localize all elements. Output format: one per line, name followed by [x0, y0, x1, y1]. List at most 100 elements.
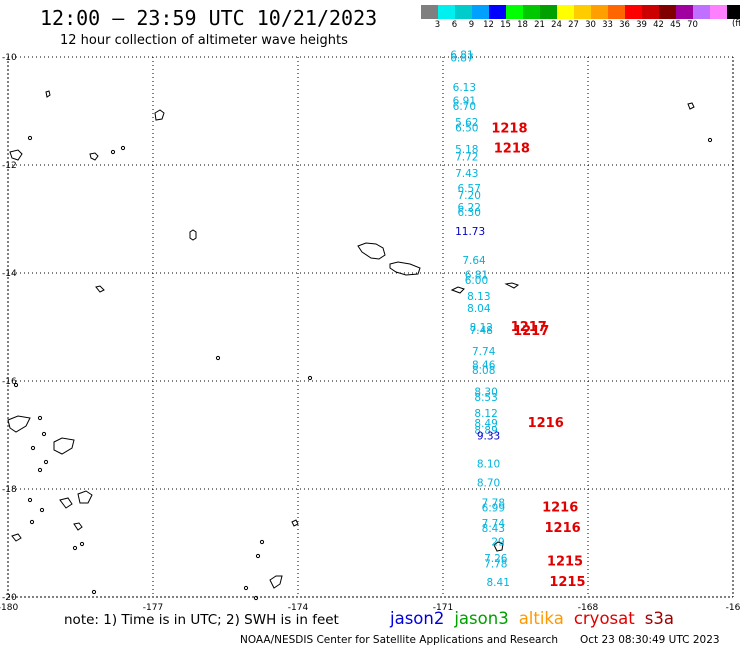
- y-tick-label: -16: [2, 377, 17, 387]
- island-dot: [253, 595, 259, 601]
- map-frame: [7, 56, 734, 598]
- y-tick-label: -18: [2, 485, 17, 495]
- page-title: 12:00 — 23:59 UTC 10/21/2023: [40, 6, 378, 30]
- legend-swatch: [608, 5, 625, 19]
- legend-label: 24: [551, 20, 562, 30]
- legend-label: 3: [434, 20, 441, 30]
- island-dot: [39, 507, 45, 513]
- wave-height-label: 8.41: [487, 577, 510, 589]
- island-outline: [189, 229, 197, 241]
- wave-height-label: 6.30: [458, 207, 481, 219]
- legend-swatch: [591, 5, 608, 19]
- wave-height-label: 8.70: [477, 477, 500, 489]
- island-outline: [59, 497, 73, 509]
- wave-height-label: 7.64: [462, 255, 486, 267]
- island-dot: [707, 137, 713, 143]
- wave-height-label: 7.48: [470, 325, 493, 337]
- island-dot: [91, 589, 97, 595]
- island-outline: [73, 522, 83, 531]
- legend-swatch: [625, 5, 642, 19]
- island-dot: [120, 145, 126, 151]
- wave-height-label: 6.57: [458, 183, 481, 195]
- cycle-number-label: 1215: [547, 555, 583, 570]
- legend-swatch: [421, 5, 438, 19]
- wave-height-label: 11.73: [455, 226, 485, 238]
- legend-swatch: [727, 5, 740, 19]
- wave-height-label: 6.91: [453, 96, 476, 108]
- island-outline: [7, 415, 31, 433]
- wave-height-label: 7.78: [484, 558, 507, 570]
- island-dot: [27, 497, 33, 503]
- legend-swatch: [438, 5, 455, 19]
- mission-jason3: jason3: [454, 609, 509, 628]
- island-outline: [11, 533, 22, 542]
- wave-height-label: 8.12: [474, 408, 497, 420]
- legend-label: 39: [636, 20, 647, 30]
- island-outline: [687, 102, 695, 110]
- legend-label: 6: [451, 20, 458, 30]
- island-outline: [95, 285, 105, 293]
- island-outline: [45, 90, 51, 98]
- wave-height-label: 5.62: [455, 117, 478, 129]
- island-outline: [504, 282, 520, 289]
- legend-labels: 3 6 9 12 15 18 21 24 27 30 33 36 39 42 45 70: [429, 19, 740, 31]
- island-outline: [53, 437, 75, 455]
- wave-height-label: 7.26: [484, 553, 508, 565]
- legend-swatch: [557, 5, 574, 19]
- wave-height-label: 7.72: [455, 152, 478, 164]
- footer-timestamp: Oct 23 08:30:49 UTC 2023: [580, 634, 720, 646]
- wave-height-label: 8.08: [472, 365, 495, 377]
- legend-swatch: [676, 5, 693, 19]
- legend-label: 42: [653, 20, 664, 30]
- island-outline: [77, 490, 93, 504]
- island-dot: [307, 375, 313, 381]
- wave-height-label: 6.99: [482, 503, 505, 515]
- wave-height-label: 29: [491, 537, 504, 549]
- legend-swatches: [421, 5, 740, 19]
- wave-height-label: 6.81: [465, 269, 488, 281]
- island-dot: [215, 355, 221, 361]
- legend-swatch: [710, 5, 727, 19]
- legend-label: 21: [534, 20, 545, 30]
- mission-altika: altika: [518, 609, 564, 628]
- island-dot: [27, 135, 33, 141]
- island-dot: [29, 519, 35, 525]
- cycle-number-label: 1218: [491, 122, 527, 137]
- legend-swatch: [489, 5, 506, 19]
- island-outline: [154, 109, 165, 121]
- island-dot: [43, 459, 49, 465]
- wave-height-label: 8.46: [472, 360, 496, 372]
- legend-label: 30: [585, 20, 596, 30]
- wave-height-label: 6.22: [458, 202, 481, 214]
- island-outline: [493, 541, 504, 552]
- wave-height-label: 6.81: [450, 50, 473, 62]
- wave-height-label: 8.10: [477, 458, 500, 470]
- wave-height-label: 9.33: [477, 430, 500, 442]
- footer-note: note: 1) Time is in UTC; 2) SWH is in fe…: [64, 612, 339, 628]
- legend-label: 18: [517, 20, 528, 30]
- x-tick-label: -174: [288, 603, 309, 613]
- wave-height-label: 7.74: [482, 518, 506, 530]
- island-dot: [30, 445, 36, 451]
- wave-height-label: 7.20: [458, 190, 481, 202]
- legend-swatch: [693, 5, 710, 19]
- x-tick-label: -177: [143, 603, 163, 613]
- legend-label: 33: [602, 20, 613, 30]
- cycle-number-label: 1217: [513, 324, 549, 339]
- legend-swatch: [642, 5, 659, 19]
- wave-height-label: 8.04: [467, 303, 491, 315]
- wave-height-label: 6.13: [453, 82, 476, 94]
- y-tick-label: -10: [2, 53, 17, 63]
- wave-height-label: 6.70: [453, 101, 476, 113]
- cycle-number-label: 1218: [494, 142, 530, 157]
- wave-height-label: 6.50: [455, 123, 478, 135]
- mission-cryosat: cryosat: [573, 609, 635, 628]
- island-dot: [37, 415, 43, 421]
- wave-height-label: 8.49: [474, 418, 497, 430]
- cycle-number-label: 1215: [549, 575, 585, 590]
- island-dot: [255, 553, 261, 559]
- legend-label: 27: [568, 20, 579, 30]
- island-outline: [450, 286, 465, 294]
